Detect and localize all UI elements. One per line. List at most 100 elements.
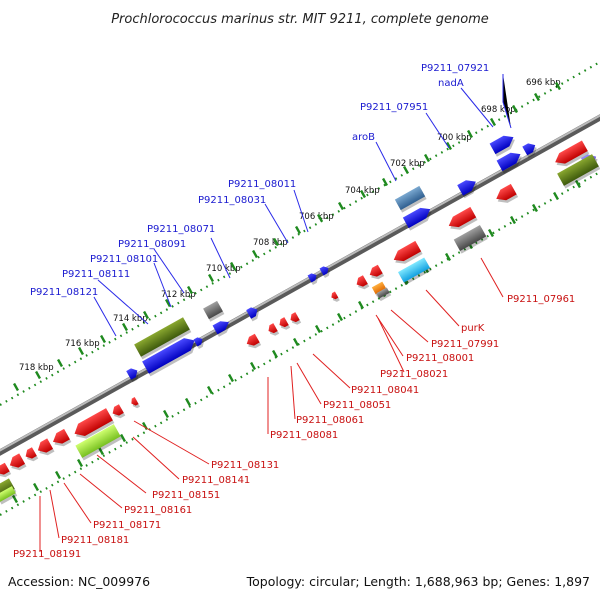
- tick-mark: [512, 104, 518, 114]
- gene-feature[interactable]: [354, 275, 370, 291]
- gene-feature[interactable]: [288, 312, 302, 326]
- tick-mark: [575, 179, 581, 189]
- label-P9211_08161[interactable]: P9211_08161: [124, 505, 192, 516]
- tick-mark: [77, 458, 83, 468]
- tick-mark: [293, 337, 299, 347]
- gene-feature[interactable]: [23, 447, 39, 463]
- gene-feature[interactable]: [142, 334, 199, 377]
- gene-feature[interactable]: [394, 185, 427, 213]
- gene-feature[interactable]: [50, 428, 72, 450]
- label-aroB[interactable]: aroB: [352, 132, 375, 143]
- tick-mark: [78, 346, 84, 356]
- label-nadA[interactable]: nadA: [438, 78, 464, 89]
- label-P9211_08071[interactable]: P9211_08071: [147, 224, 215, 235]
- top-leaders: [93, 74, 512, 337]
- label-P9211_07951[interactable]: P9211_07951: [360, 102, 428, 113]
- gene-feature[interactable]: [496, 149, 525, 174]
- label-P9211_08001[interactable]: P9211_08001: [406, 353, 474, 364]
- label-P9211_08031[interactable]: P9211_08031: [198, 195, 266, 206]
- gene-feature[interactable]: [212, 318, 233, 337]
- tick-label: 696 kbp: [526, 78, 561, 88]
- gene-features: [0, 132, 600, 505]
- tick-mark: [382, 177, 388, 187]
- gene-feature[interactable]: [367, 264, 385, 282]
- gene-feature[interactable]: [134, 317, 192, 360]
- label-P9211_08011[interactable]: P9211_08011: [228, 179, 296, 190]
- tick-label: 706 kbp: [299, 212, 334, 222]
- label-purK[interactable]: purK: [461, 323, 485, 334]
- gene-feature[interactable]: [110, 404, 126, 420]
- label-P9211_08131[interactable]: P9211_08131: [211, 460, 279, 471]
- tick-label: 700 kbp: [437, 133, 472, 143]
- gene-feature[interactable]: [0, 462, 12, 480]
- label-P9211_08171[interactable]: P9211_08171: [93, 520, 161, 531]
- tick-mark: [360, 189, 366, 199]
- label-P9211_07921[interactable]: P9211_07921: [421, 63, 489, 74]
- gene-feature[interactable]: [397, 257, 432, 286]
- gene-feature[interactable]: [489, 132, 518, 157]
- gene-feature[interactable]: [446, 206, 478, 234]
- gene-feature[interactable]: [319, 265, 332, 279]
- tick-mark: [488, 228, 494, 238]
- gene-feature[interactable]: [246, 305, 261, 322]
- tick-mark: [163, 409, 169, 419]
- tick-mark: [467, 129, 473, 139]
- gene-feature[interactable]: [402, 204, 435, 231]
- tick-label: 718 kbp: [19, 363, 54, 373]
- tick-mark: [317, 213, 323, 223]
- tick-mark: [250, 361, 256, 371]
- label-P9211_08101[interactable]: P9211_08101: [90, 254, 158, 265]
- label-P9211_08081[interactable]: P9211_08081: [270, 430, 338, 441]
- label-P9211_08181[interactable]: P9211_08181: [61, 535, 129, 546]
- tick-label: 716 kbp: [65, 339, 100, 349]
- label-P9211_08151[interactable]: P9211_08151: [152, 490, 220, 501]
- gene-feature[interactable]: [266, 323, 280, 337]
- gene-feature[interactable]: [203, 300, 225, 322]
- gene-feature[interactable]: [453, 225, 488, 254]
- gene-feature[interactable]: [376, 287, 392, 302]
- tick-mark: [120, 433, 126, 443]
- label-P9211_08041[interactable]: P9211_08041: [351, 385, 419, 396]
- label-P9211_08021[interactable]: P9211_08021: [380, 369, 448, 380]
- tick-mark: [445, 252, 451, 262]
- tick-mark: [272, 349, 278, 359]
- label-P9211_07991[interactable]: P9211_07991: [431, 339, 499, 350]
- label-P9211_08051[interactable]: P9211_08051: [323, 400, 391, 411]
- tick-mark: [358, 300, 364, 310]
- tick-mark: [33, 482, 39, 492]
- tick-mark: [228, 373, 234, 383]
- gene-feature[interactable]: [71, 408, 115, 442]
- gene-feature[interactable]: [35, 438, 55, 458]
- tick-mark: [424, 153, 430, 163]
- gene-feature[interactable]: [0, 486, 18, 505]
- label-P9211_08111[interactable]: P9211_08111: [62, 269, 130, 280]
- gene-feature[interactable]: [493, 183, 519, 207]
- gene-feature[interactable]: [330, 291, 340, 303]
- label-P9211_08141[interactable]: P9211_08141: [182, 475, 250, 486]
- gene-feature[interactable]: [193, 336, 206, 350]
- gene-feature[interactable]: [7, 453, 27, 473]
- tick-label: 714 kbp: [113, 314, 148, 324]
- label-P9211_08191[interactable]: P9211_08191: [13, 549, 81, 560]
- gene-feature[interactable]: [391, 240, 423, 268]
- tick-mark: [165, 298, 171, 308]
- label-P9211_08061[interactable]: P9211_08061: [296, 415, 364, 426]
- gene-feature[interactable]: [522, 141, 539, 158]
- label-P9211_07961[interactable]: P9211_07961: [507, 294, 575, 305]
- tick-mark: [187, 285, 193, 295]
- gene-feature[interactable]: [126, 366, 141, 383]
- gene-feature[interactable]: [129, 397, 141, 410]
- gene-feature[interactable]: [307, 272, 320, 286]
- gene-feature[interactable]: [557, 154, 600, 189]
- label-P9211_08121[interactable]: P9211_08121: [30, 287, 98, 298]
- gene-feature[interactable]: [244, 333, 262, 351]
- tick-label: 702 kbp: [390, 159, 425, 169]
- gene-feature[interactable]: [277, 317, 291, 331]
- gene-feature[interactable]: [552, 140, 590, 170]
- label-P9211_08091[interactable]: P9211_08091: [118, 239, 186, 250]
- gene-feature[interactable]: [457, 176, 480, 199]
- gene-feature[interactable]: [75, 424, 123, 461]
- tick-mark: [532, 203, 538, 213]
- tick-mark: [403, 165, 409, 175]
